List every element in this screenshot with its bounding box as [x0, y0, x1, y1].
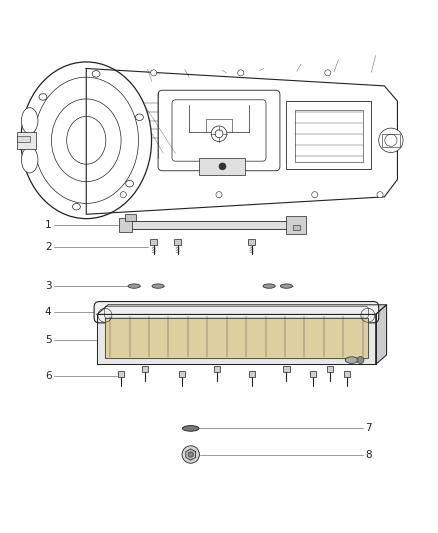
Polygon shape [97, 305, 387, 314]
Ellipse shape [152, 284, 164, 288]
Bar [327, 366, 333, 372]
Bar [286, 216, 306, 234]
Text: 5: 5 [45, 335, 51, 345]
Bar [125, 214, 136, 221]
Bar [249, 372, 254, 377]
Bar [130, 221, 289, 229]
FancyBboxPatch shape [94, 302, 379, 323]
Circle shape [325, 70, 331, 76]
Bar [295, 110, 363, 162]
Bar [174, 239, 181, 245]
Bar [344, 372, 350, 377]
Circle shape [215, 130, 223, 138]
Text: 7: 7 [365, 423, 371, 433]
Text: 8: 8 [365, 449, 371, 459]
Circle shape [385, 134, 397, 147]
Circle shape [379, 128, 403, 152]
Ellipse shape [21, 147, 38, 173]
Ellipse shape [21, 108, 38, 134]
Bar [17, 136, 30, 142]
Circle shape [182, 446, 199, 463]
Text: 6: 6 [45, 371, 51, 381]
Circle shape [151, 70, 157, 76]
Ellipse shape [345, 357, 358, 364]
Ellipse shape [126, 180, 134, 187]
Ellipse shape [73, 204, 80, 210]
Bar [283, 366, 290, 372]
Bar [118, 372, 124, 377]
Ellipse shape [183, 425, 199, 431]
Circle shape [312, 192, 318, 198]
Circle shape [377, 192, 383, 198]
Bar [179, 372, 185, 377]
Ellipse shape [280, 284, 293, 288]
Circle shape [238, 70, 244, 76]
Ellipse shape [135, 114, 143, 120]
Ellipse shape [92, 70, 100, 77]
Text: 2: 2 [45, 242, 51, 252]
Text: 3: 3 [45, 281, 51, 291]
Bar [150, 239, 157, 245]
Circle shape [120, 192, 126, 198]
Text: 1: 1 [45, 220, 51, 230]
Circle shape [216, 192, 222, 198]
Bar [248, 239, 255, 245]
Circle shape [219, 163, 226, 170]
Bar [214, 366, 220, 372]
Polygon shape [376, 305, 387, 365]
Ellipse shape [29, 160, 37, 167]
Polygon shape [105, 318, 368, 358]
Ellipse shape [21, 62, 152, 219]
Text: 4: 4 [45, 307, 51, 317]
Bar [293, 225, 300, 230]
Polygon shape [86, 68, 397, 214]
Bar [199, 158, 245, 175]
Ellipse shape [263, 284, 275, 288]
Circle shape [188, 452, 193, 457]
Bar [119, 218, 132, 232]
Circle shape [357, 357, 364, 364]
Bar [142, 366, 148, 372]
Bar [382, 134, 399, 147]
Polygon shape [97, 314, 376, 365]
Bar [286, 101, 371, 168]
Circle shape [211, 126, 227, 142]
Ellipse shape [39, 94, 47, 100]
Ellipse shape [128, 284, 140, 288]
Bar [310, 372, 316, 377]
Bar [17, 132, 36, 149]
Polygon shape [186, 449, 196, 460]
